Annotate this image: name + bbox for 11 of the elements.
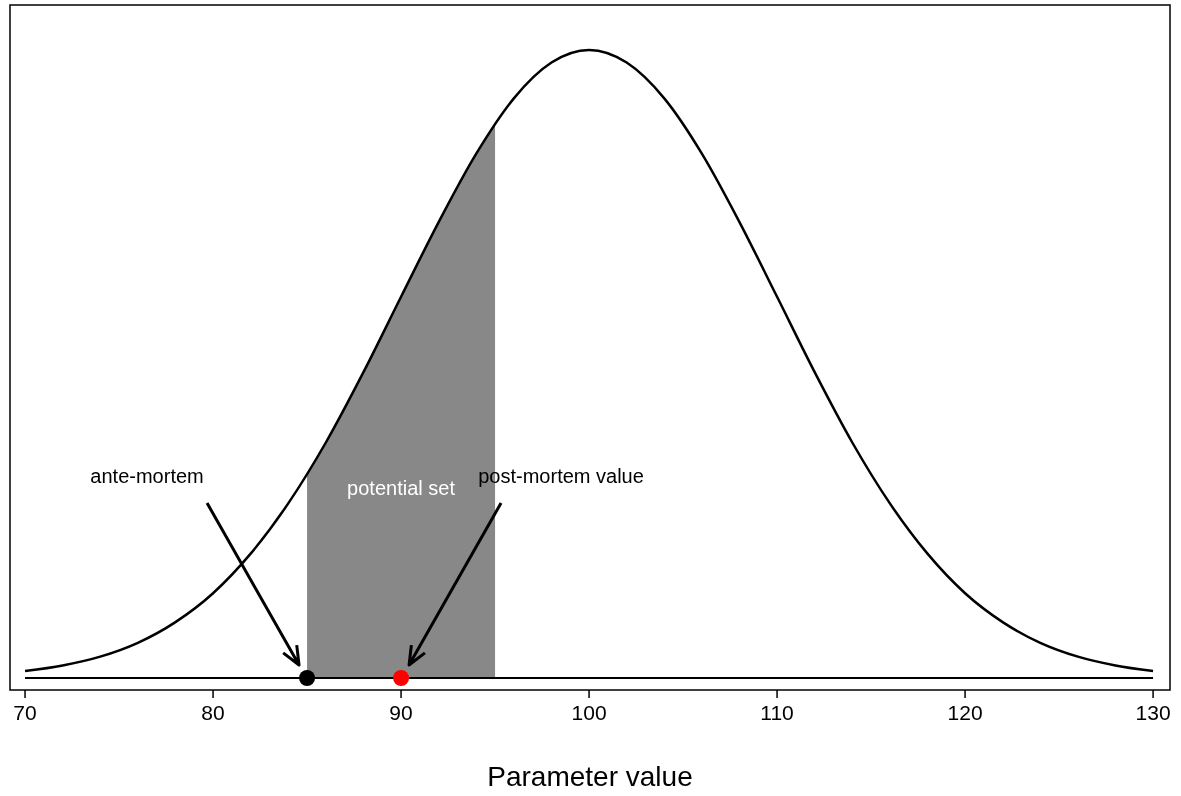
x-tick-label: 100 <box>571 701 607 724</box>
x-tick-label: 80 <box>201 701 225 724</box>
x-tick-label: 120 <box>947 701 983 724</box>
annotation: post-mortem value <box>478 465 644 487</box>
x-tick-label: 130 <box>1135 701 1171 724</box>
annotation: potential set <box>347 476 456 499</box>
x-tick-label: 90 <box>389 701 413 724</box>
x-tick-label: 70 <box>13 701 37 724</box>
annotation: ante-mortem <box>90 465 204 487</box>
x-tick-label: 110 <box>760 701 794 724</box>
x-axis-title: Parameter value <box>487 761 693 792</box>
